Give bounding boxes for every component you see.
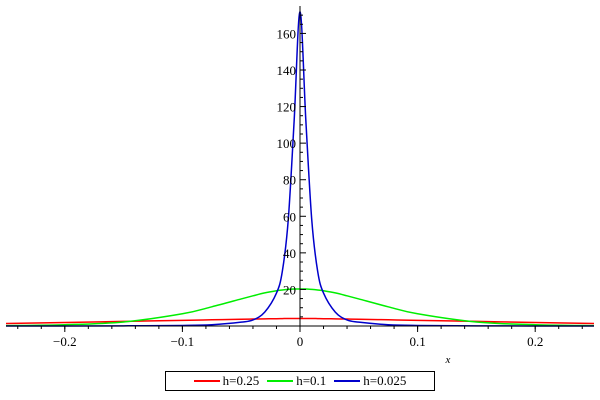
axis-layer: −0.2 −0.1 0 0.1 0.2 20 40 60 80 100 120 140 160 x — [6, 6, 594, 366]
legend-label: h=0.1 — [296, 373, 327, 388]
x-tick-label: −0.2 — [53, 334, 77, 349]
legend-item-h-0-025: h=0.025 — [334, 373, 406, 389]
y-tick-label: 60 — [283, 209, 296, 224]
legend: h=0.25 h=0.1 h=0.025 — [165, 371, 435, 391]
y-tick-label: 100 — [277, 136, 297, 151]
x-tick-label: 0.2 — [527, 334, 543, 349]
x-axis-title: x — [445, 354, 451, 366]
legend-swatch-blue — [334, 380, 361, 382]
x-tick-label: 0.1 — [409, 334, 425, 349]
legend-swatch-green — [267, 380, 294, 382]
y-tick-label: 160 — [277, 26, 297, 41]
legend-label: h=0.025 — [363, 373, 407, 388]
y-tick-label: 80 — [283, 173, 296, 188]
legend-item-h-0-25: h=0.25 — [193, 373, 260, 389]
x-tick-label: −0.1 — [171, 334, 195, 349]
y-tick-label: 140 — [277, 63, 297, 78]
y-tick-label: 120 — [277, 100, 297, 115]
y-tick-label: 40 — [283, 246, 296, 261]
legend-label: h=0.25 — [222, 373, 260, 388]
legend-item-h-0-1: h=0.1 — [267, 373, 326, 389]
x-tick-label: 0 — [297, 334, 304, 349]
legend-swatch-red — [193, 380, 220, 382]
y-tick-label: 20 — [283, 282, 296, 297]
